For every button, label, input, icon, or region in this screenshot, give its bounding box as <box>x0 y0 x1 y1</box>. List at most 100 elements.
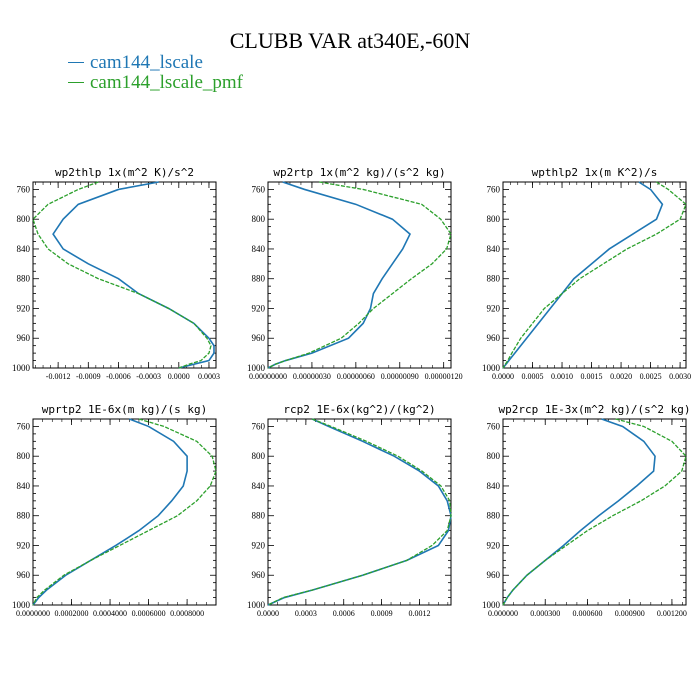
y-tick-label: 920 <box>252 540 266 550</box>
y-tick-label: 760 <box>17 421 31 431</box>
panel-frame-3 <box>502 181 687 369</box>
legend-entry-2: cam144_lscale_pmf <box>68 72 243 94</box>
y-tick-label: 960 <box>17 333 31 343</box>
y-tick-label: 920 <box>252 303 266 313</box>
y-tick-label: 880 <box>17 274 31 284</box>
panel-title-6: wp2rcp 1E-3x(m^2 kg)/(s^2 kg) <box>498 403 690 416</box>
series-line-1 <box>52 181 215 369</box>
y-tick-label: 920 <box>17 540 31 550</box>
legend-entry-1: cam144_lscale <box>68 52 203 74</box>
y-tick-label: 1000 <box>12 363 31 373</box>
x-tick-label: 0.001200 <box>657 609 687 618</box>
y-tick-label: 800 <box>487 214 501 224</box>
legend-label-1: cam144_lscale <box>90 52 203 73</box>
x-tick-label: 0.00000000 <box>249 372 287 381</box>
x-tick-label: 0.000000 <box>488 609 518 618</box>
x-tick-label: 0.000900 <box>615 609 645 618</box>
x-tick-label: -0.0006 <box>106 372 131 381</box>
x-tick-label: 0.0000 <box>168 372 190 381</box>
x-tick-label: 0.0002000 <box>55 609 89 618</box>
legend-label-2: cam144_lscale_pmf <box>90 72 244 93</box>
panel-frame-4 <box>32 418 217 606</box>
y-tick-label: 840 <box>487 481 501 491</box>
series-line-2 <box>32 181 212 369</box>
y-tick-label: 1000 <box>12 600 31 610</box>
y-tick-label: 840 <box>252 244 266 254</box>
y-tick-label: 960 <box>252 570 266 580</box>
y-tick-label: 1000 <box>247 363 266 373</box>
y-tick-label: 960 <box>17 570 31 580</box>
y-tick-label: 840 <box>487 244 501 254</box>
x-tick-label: -0.0003 <box>136 372 161 381</box>
legend-swatch-1 <box>68 62 84 64</box>
x-tick-label: 0.0012 <box>408 609 430 618</box>
x-tick-label: 0.0006 <box>333 609 355 618</box>
series-line-2 <box>267 418 452 606</box>
x-tick-label: 0.0006000 <box>132 609 166 618</box>
panel-frame-5 <box>267 418 452 606</box>
x-tick-label: -0.0012 <box>46 372 71 381</box>
y-tick-label: 800 <box>17 451 31 461</box>
y-tick-label: 1000 <box>482 363 501 373</box>
series-line-2 <box>502 181 687 369</box>
x-tick-label: 0.0015 <box>581 372 603 381</box>
panel-title-4: wprtp2 1E-6x(m kg)/(s kg) <box>42 403 208 416</box>
x-tick-label: 0.0020 <box>610 372 632 381</box>
y-tick-label: 960 <box>487 570 501 580</box>
y-tick-label: 1000 <box>247 600 266 610</box>
panel-title-5: rcp2 1E-6x(kg^2)/(kg^2) <box>283 403 435 416</box>
x-tick-label: 0.0009 <box>371 609 393 618</box>
x-tick-label: 0.000600 <box>572 609 602 618</box>
y-tick-label: 960 <box>487 333 501 343</box>
panel-title-3: wpthlp2 1x(m K^2)/s <box>532 166 658 179</box>
series-line-2 <box>502 418 687 606</box>
x-tick-label: 0.0005 <box>522 372 544 381</box>
y-tick-label: 760 <box>487 421 501 431</box>
y-tick-label: 880 <box>487 274 501 284</box>
x-tick-label: 0.0008000 <box>170 609 204 618</box>
series-line-2 <box>267 181 452 369</box>
chart-title: CLUBB VAR at340E,-60N <box>229 28 471 53</box>
x-tick-label: -0.0009 <box>76 372 101 381</box>
series-line-1 <box>32 418 188 606</box>
x-tick-label: 0.00000060 <box>337 372 375 381</box>
panel-frame-2 <box>267 181 452 369</box>
y-tick-label: 880 <box>17 511 31 521</box>
panel-title-1: wp2thlp 1x(m^2 K)/s^2 <box>55 166 194 179</box>
y-tick-label: 760 <box>487 184 501 194</box>
x-tick-label: 0.0000 <box>492 372 514 381</box>
y-tick-label: 1000 <box>482 600 501 610</box>
y-tick-label: 800 <box>252 451 266 461</box>
y-tick-label: 880 <box>487 511 501 521</box>
y-tick-label: 880 <box>252 274 266 284</box>
y-tick-label: 920 <box>487 540 501 550</box>
y-tick-label: 800 <box>487 451 501 461</box>
y-tick-label: 760 <box>17 184 31 194</box>
x-tick-label: 0.0030 <box>669 372 691 381</box>
x-tick-label: 0.0004000 <box>93 609 127 618</box>
y-tick-label: 840 <box>17 244 31 254</box>
panel-frame-1 <box>32 181 217 369</box>
x-tick-label: 0.0003 <box>198 372 220 381</box>
x-tick-label: 0.00000090 <box>381 372 419 381</box>
x-tick-label: 0.00000030 <box>293 372 331 381</box>
x-tick-label: 0.0010 <box>551 372 573 381</box>
y-tick-label: 960 <box>252 333 266 343</box>
y-tick-label: 800 <box>17 214 31 224</box>
y-tick-label: 840 <box>17 481 31 491</box>
y-tick-label: 920 <box>17 303 31 313</box>
y-tick-label: 920 <box>487 303 501 313</box>
y-tick-label: 800 <box>252 214 266 224</box>
series-line-1 <box>267 181 412 369</box>
y-tick-label: 840 <box>252 481 266 491</box>
y-tick-label: 760 <box>252 184 266 194</box>
x-tick-label: 0.0003 <box>295 609 317 618</box>
y-tick-label: 760 <box>252 421 266 431</box>
x-tick-label: 0.000300 <box>530 609 560 618</box>
panel-title-2: wp2rtp 1x(m^2 kg)/(s^2 kg) <box>273 166 445 179</box>
x-tick-label: 0.00000120 <box>425 372 463 381</box>
y-tick-label: 880 <box>252 511 266 521</box>
series-line-1 <box>502 181 664 369</box>
x-tick-label: 0.0025 <box>640 372 662 381</box>
